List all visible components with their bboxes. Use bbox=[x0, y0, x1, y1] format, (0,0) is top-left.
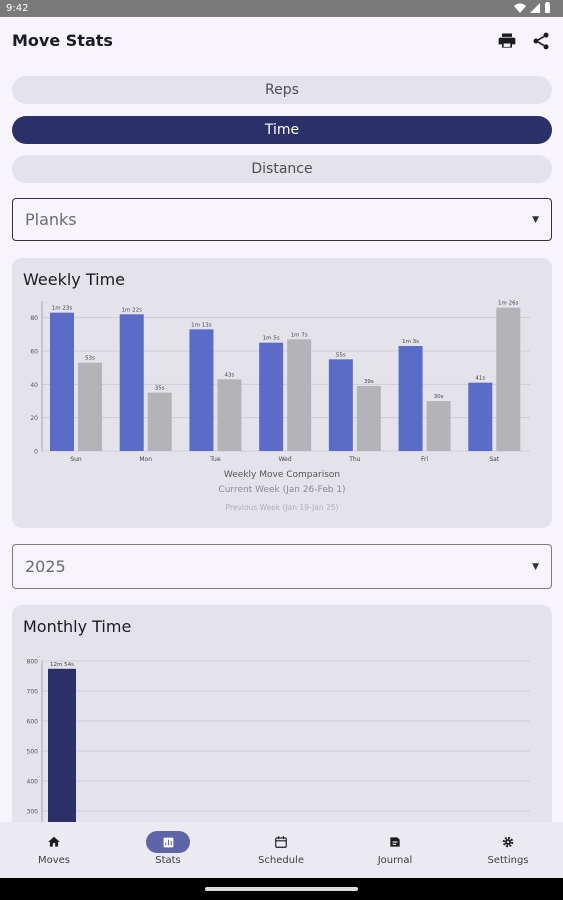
home-gesture-pill[interactable] bbox=[205, 887, 358, 891]
segment-distance[interactable]: Distance bbox=[12, 155, 552, 183]
y-tick-label: 700 bbox=[27, 689, 39, 696]
segment-reps[interactable]: Reps bbox=[12, 76, 552, 104]
weekly-time-card: Weekly Time 0 20 40 60 80 1m 23s 53s Sun 1m 22s 3… bbox=[12, 258, 552, 528]
year-select[interactable]: 2025 ▼ bbox=[12, 544, 552, 589]
bar-current bbox=[189, 329, 214, 451]
status-bar: 9:42 bbox=[0, 0, 563, 17]
bar-current bbox=[259, 342, 284, 451]
segment-time[interactable]: Time bbox=[12, 116, 552, 144]
stats-icon bbox=[146, 831, 190, 853]
bar-value-label: 41s bbox=[475, 376, 485, 382]
x-tick-label: Tue bbox=[209, 456, 221, 463]
y-tick-label: 80 bbox=[30, 315, 38, 322]
bar-value-label: 1m 5s bbox=[263, 336, 280, 342]
x-tick-label: Sun bbox=[70, 456, 82, 463]
bar-value-label: 1m 7s bbox=[291, 332, 308, 338]
bar-value-label: 1m 23s bbox=[52, 306, 73, 312]
bar-value-label: 1m 22s bbox=[121, 307, 142, 313]
signal-icon bbox=[530, 2, 540, 13]
nav-item-moves[interactable]: Moves bbox=[14, 822, 94, 878]
bar-current bbox=[328, 359, 353, 451]
bar-value-label: 43s bbox=[224, 372, 234, 378]
monthly-time-card: Monthly Time 20030040050060070080012m 54… bbox=[12, 605, 552, 822]
y-tick-label: 20 bbox=[30, 415, 38, 422]
nav-label-stats: Stats bbox=[155, 855, 181, 866]
y-tick-label: 400 bbox=[27, 779, 39, 786]
nav-label-journal: Journal bbox=[377, 855, 413, 866]
y-tick-label: 0 bbox=[34, 449, 38, 456]
year-select-value: 2025 bbox=[25, 557, 66, 576]
x-tick-label: Fri bbox=[421, 456, 428, 463]
dropdown-arrow-icon: ▼ bbox=[532, 214, 539, 225]
y-tick-label: 300 bbox=[27, 809, 39, 816]
journal-icon bbox=[373, 831, 417, 853]
app-bar: Move Stats bbox=[0, 17, 563, 65]
legend-previous: Previous Week (Jan 19-Jan 25) bbox=[226, 503, 339, 512]
gear-icon bbox=[486, 831, 530, 853]
bar-previous bbox=[147, 392, 172, 451]
exercise-select[interactable]: Planks ▼ bbox=[12, 198, 552, 241]
y-tick-label: 40 bbox=[30, 382, 38, 389]
bar-previous bbox=[217, 379, 242, 451]
y-tick-label: 600 bbox=[27, 719, 39, 726]
bar-value-label: 55s bbox=[336, 352, 346, 358]
battery-icon bbox=[545, 2, 550, 13]
nav-label-settings: Settings bbox=[487, 855, 529, 866]
bar-value-label: 53s bbox=[85, 356, 95, 362]
share-icon[interactable] bbox=[531, 31, 551, 51]
exercise-select-value: Planks bbox=[25, 210, 77, 229]
bar-value-label: 1m 26s bbox=[498, 301, 519, 307]
bar-value-label: 1m 3s bbox=[402, 339, 419, 345]
nav-label-schedule: Schedule bbox=[258, 855, 304, 866]
x-tick-label: Sat bbox=[489, 456, 499, 463]
print-icon[interactable] bbox=[497, 31, 517, 51]
bar-value-label: 12m 54s bbox=[50, 662, 74, 668]
monthly-card-title: Monthly Time bbox=[23, 617, 132, 636]
nav-item-schedule[interactable]: Schedule bbox=[241, 822, 321, 878]
dropdown-arrow-icon: ▼ bbox=[532, 561, 539, 572]
bar-value-label: 39s bbox=[364, 379, 374, 385]
weekly-chart: 0 20 40 60 80 1m 23s 53s Sun 1m 22s 35s Mon 1m 13s 4… bbox=[30, 301, 530, 512]
monthly-chart: 20030040050060070080012m 54s bbox=[27, 659, 530, 822]
nav-label-moves: Moves bbox=[37, 855, 71, 866]
bar-previous bbox=[426, 401, 451, 451]
wifi-icon bbox=[514, 3, 526, 13]
bar-value-label: 35s bbox=[155, 386, 165, 392]
legend-current: Current Week (Jan 26-Feb 1) bbox=[218, 485, 345, 495]
weekly-card-title: Weekly Time bbox=[23, 270, 125, 289]
gesture-bar bbox=[0, 878, 563, 900]
bar-previous bbox=[287, 339, 312, 451]
bar-value-label: 30s bbox=[434, 394, 444, 400]
bar-month bbox=[48, 668, 76, 822]
bar-value-label: 1m 13s bbox=[191, 322, 212, 328]
nav-item-settings[interactable]: Settings bbox=[468, 822, 548, 878]
x-tick-label: Wed bbox=[279, 456, 292, 463]
legend-title: Weekly Move Comparison bbox=[224, 470, 340, 480]
bar-current bbox=[398, 346, 423, 451]
bar-previous bbox=[356, 386, 381, 451]
y-tick-label: 60 bbox=[30, 349, 38, 356]
nav-item-stats[interactable]: Stats bbox=[128, 822, 208, 878]
y-tick-label: 500 bbox=[27, 749, 39, 756]
bar-previous bbox=[78, 362, 102, 451]
bar-current bbox=[468, 382, 493, 451]
bar-current bbox=[119, 314, 144, 451]
page-title: Move Stats bbox=[12, 31, 113, 50]
x-tick-label: Thu bbox=[348, 456, 360, 463]
status-icons bbox=[514, 2, 551, 14]
calendar-icon bbox=[259, 831, 303, 853]
x-tick-label: Mon bbox=[139, 456, 152, 463]
y-tick-label: 800 bbox=[27, 659, 39, 666]
bottom-navigation: Moves Stats Schedule Journal Settings bbox=[0, 822, 563, 878]
nav-item-journal[interactable]: Journal bbox=[355, 822, 435, 878]
status-time: 9:42 bbox=[6, 3, 29, 14]
bar-previous bbox=[496, 307, 521, 451]
bar-current bbox=[50, 312, 74, 451]
home-icon bbox=[32, 831, 76, 853]
